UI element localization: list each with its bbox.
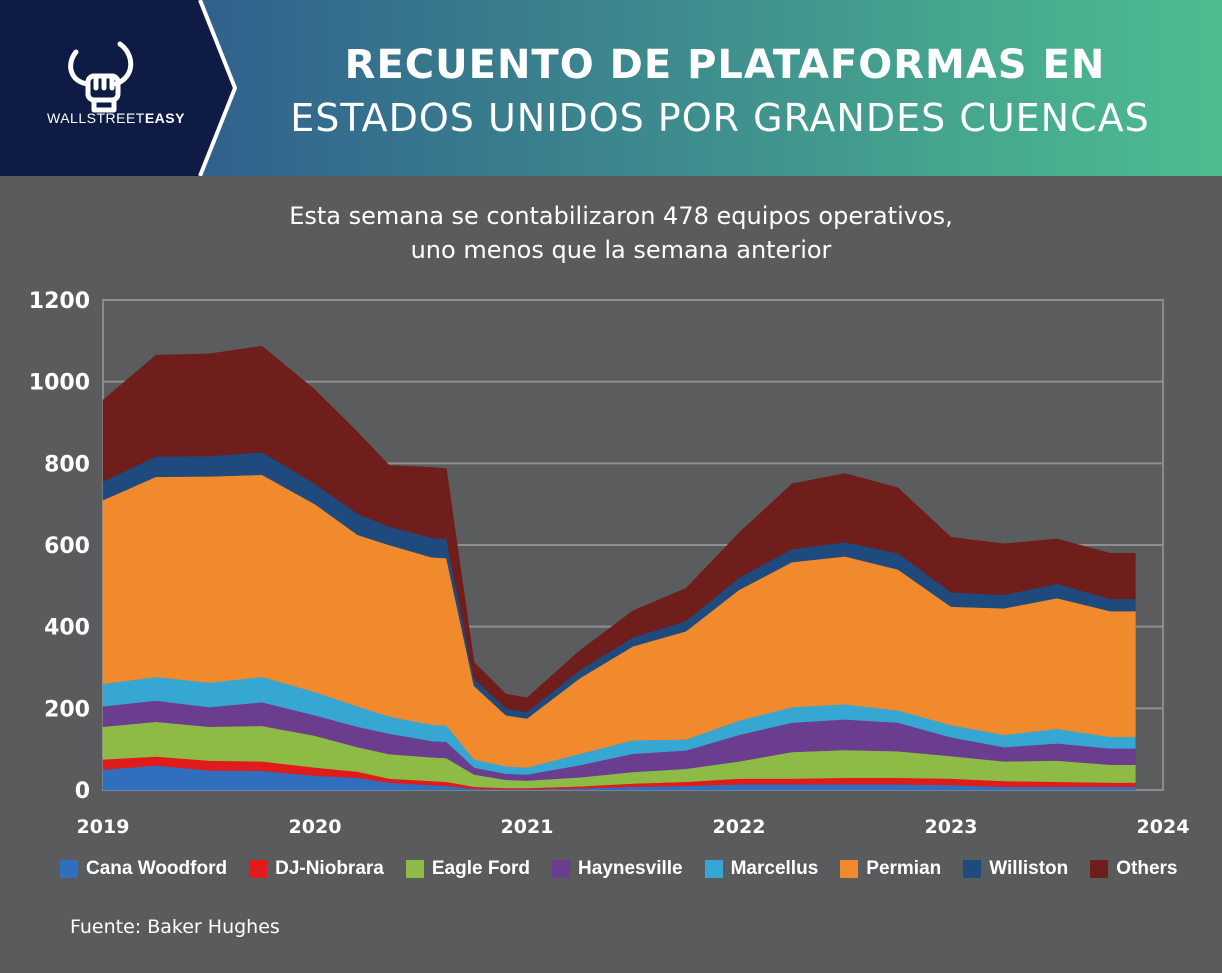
legend-item-dj-niobrara: DJ-Niobrara: [249, 858, 384, 880]
rig-count-chart: 0 200 400 600 800 1000 1200 2019 2020 2021 2022 202…: [29, 290, 1190, 838]
area-series-others: [102, 345, 1136, 713]
header-banner: WALLSTREETEASY RECUENTO DE PLATAFORMAS E…: [0, 0, 1222, 177]
y-tick-label: 0: [75, 779, 90, 804]
chart-subtitle-line-2: uno menos que la semana anterior: [410, 236, 832, 264]
x-tick-label: 2022: [713, 816, 766, 838]
title-line-2: ESTADOS UNIDOS POR GRANDES CUENCAS: [290, 96, 1150, 140]
legend-item-others: Others: [1090, 858, 1178, 880]
legend-item-williston: Williston: [963, 858, 1068, 880]
x-tick-label: 2024: [1137, 816, 1190, 838]
bull-fist-icon: [68, 41, 134, 113]
legend-swatch: [963, 860, 982, 878]
y-tick-label: 400: [44, 616, 90, 641]
y-tick-label: 200: [44, 697, 90, 722]
x-tick-label: 2021: [501, 816, 554, 838]
source-note: Fuente: Baker Hughes: [70, 916, 280, 938]
x-tick-label: 2020: [289, 816, 342, 838]
legend-item-cana-woodford: Cana Woodford: [60, 858, 227, 880]
legend-label: Eagle Ford: [431, 858, 531, 879]
legend-label: Others: [1116, 858, 1178, 879]
brand-bold-text: EASY: [144, 110, 185, 126]
legend-label: Permian: [866, 858, 942, 879]
legend-label: Cana Woodford: [86, 858, 228, 879]
legend-swatch: [704, 860, 723, 878]
legend-item-eagle-ford: Eagle Ford: [405, 858, 531, 880]
y-tick-label: 800: [44, 452, 90, 477]
legend-swatch: [405, 860, 424, 878]
header-background: [0, 0, 1222, 177]
legend-item-permian: Permian: [840, 858, 941, 880]
legend-item-haynesville: Haynesville: [552, 858, 683, 880]
y-tick-label: 1000: [29, 371, 90, 396]
y-tick-label: 600: [44, 534, 90, 559]
chart-legend: Cana Woodford DJ-Niobrara Eagle Ford Haynes…: [60, 858, 1200, 880]
brand-wordmark: WALLSTREETEASY: [47, 110, 185, 126]
legend-label: Marcellus: [730, 858, 819, 879]
legend-swatch: [840, 860, 859, 878]
legend-swatch: [1090, 860, 1109, 878]
chart-subtitle-line-1: Esta semana se contabilizaron 478 equipo…: [289, 202, 953, 230]
x-tick-label: 2019: [77, 816, 130, 838]
legend-label: Haynesville: [578, 858, 683, 879]
legend-swatch: [552, 860, 571, 878]
x-tick-label: 2023: [925, 816, 978, 838]
brand-light-text: WALLSTREET: [47, 110, 145, 126]
y-tick-label: 1200: [29, 290, 90, 314]
legend-swatch: [60, 860, 78, 878]
legend-label: DJ-Niobrara: [275, 858, 384, 879]
legend-item-marcellus: Marcellus: [704, 858, 819, 880]
legend-label: Williston: [989, 858, 1069, 879]
title-line-1: RECUENTO DE PLATAFORMAS EN: [344, 42, 1106, 88]
legend-swatch: [249, 860, 268, 878]
